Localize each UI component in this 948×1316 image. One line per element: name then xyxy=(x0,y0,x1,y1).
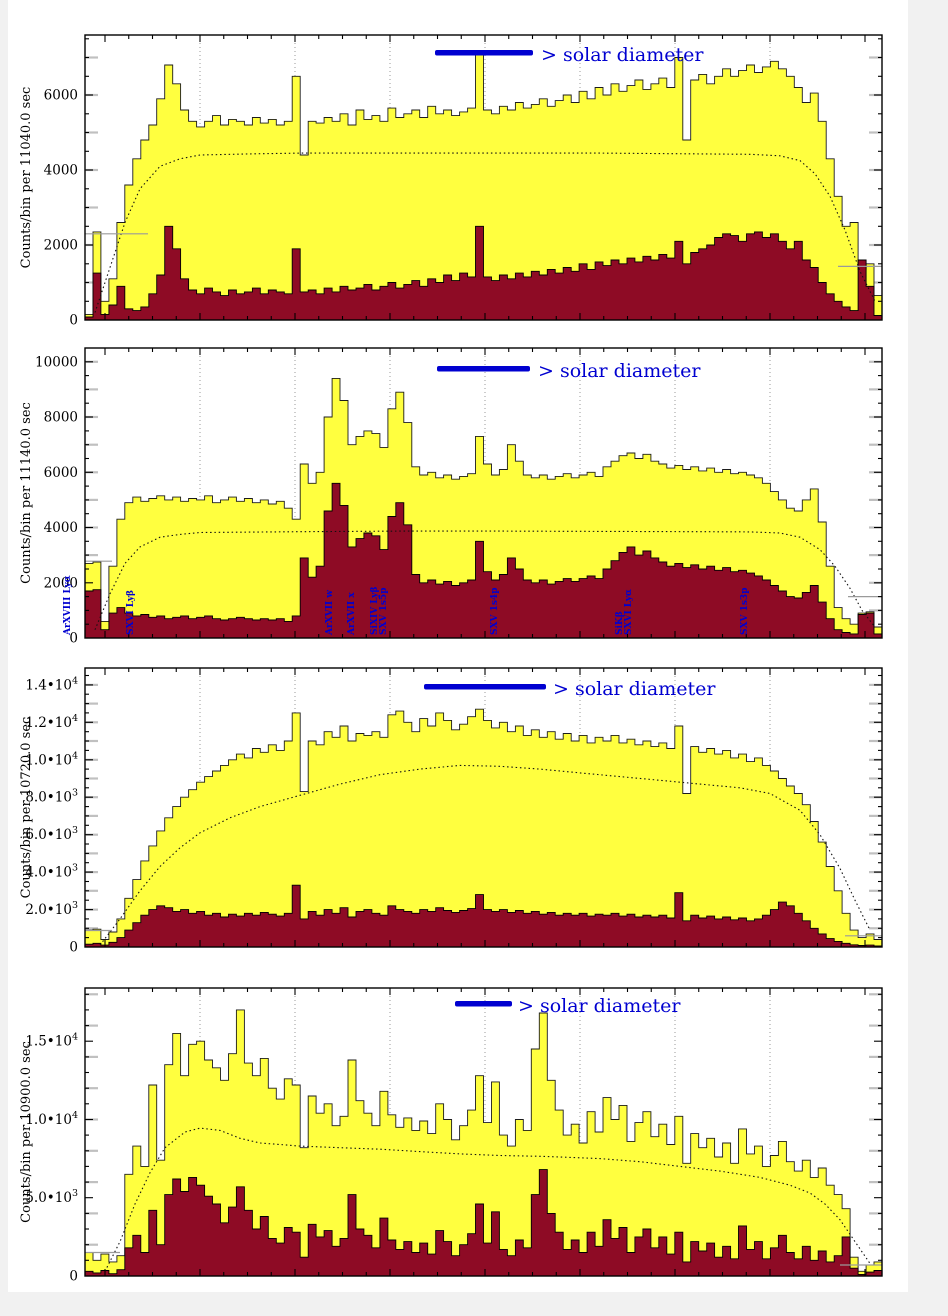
y-tick-label: 8000 xyxy=(44,410,78,426)
spectral-line-label: SXV 1s5p xyxy=(379,588,389,635)
plot-frame xyxy=(84,34,883,321)
y-tick-label: 1.2•104 xyxy=(25,713,78,731)
panel-2: 0 2000 4000 6000 8000 10000 Counts/bin per 111… xyxy=(19,347,883,647)
expected-rate-curve xyxy=(94,530,876,630)
spectral-line-label: SiKβ xyxy=(615,611,625,635)
spectral-line-label: SXVI Lyβ xyxy=(126,590,136,635)
y-tick-label: 4000 xyxy=(44,163,78,179)
y-tick-label: 0 xyxy=(69,313,78,329)
background-histogram xyxy=(84,482,883,639)
y-tick-label: 4000 xyxy=(44,520,78,536)
spectral-line-label: ArXVII x xyxy=(347,592,357,636)
y-tick-label: 0 xyxy=(69,940,78,956)
panel-3: 0 2.0•103 4.0•103 6.0•103 8.0•103 1.0•104 1.2•… xyxy=(19,667,883,956)
total-histogram xyxy=(84,1009,883,1277)
solar-diameter-label: > solar diameter xyxy=(541,44,704,66)
spectral-line-label: ArXVIII Lyα xyxy=(63,575,73,636)
solar-diameter-bar xyxy=(424,684,546,690)
solar-diameter-label: > solar diameter xyxy=(538,360,701,382)
y-tick-label: 8.0•103 xyxy=(25,788,78,806)
y-tick-label: 10000 xyxy=(35,354,78,370)
background-histogram xyxy=(84,1169,883,1277)
y-tick-label: 0 xyxy=(69,1269,78,1285)
background-histogram xyxy=(84,884,883,948)
spectral-line-label: SXVI Lyα xyxy=(624,589,634,635)
y-tick-label: 6000 xyxy=(44,465,78,481)
plot-frame xyxy=(84,667,883,948)
y-tick-label: 6.0•103 xyxy=(25,825,78,843)
solar-diameter-bar xyxy=(455,1001,512,1007)
y-tick-label: 0 xyxy=(69,631,78,647)
solar-diameter-label: > solar diameter xyxy=(518,995,681,1017)
y-axis-title: Counts/bin per 11040.0 sec xyxy=(19,87,34,269)
spectral-line-label: SXV 1s3p xyxy=(740,588,750,635)
total-histogram xyxy=(84,708,883,948)
spectral-line-label: ArXVII w xyxy=(325,590,335,636)
y-tick-label: 5.0•103 xyxy=(25,1188,78,1206)
y-axis-title: Counts/bin per 11140.0 sec xyxy=(19,402,34,584)
y-tick-label: 1.4•104 xyxy=(25,675,78,693)
y-tick-label: 2.0•103 xyxy=(25,900,78,918)
background-histogram xyxy=(84,225,883,321)
solar-diameter-label: > solar diameter xyxy=(553,678,716,700)
expected-rate-curve xyxy=(99,764,871,946)
y-tick-label: 6000 xyxy=(44,88,78,104)
y-tick-label: 1.5•104 xyxy=(25,1032,78,1050)
plot-frame xyxy=(84,987,883,1277)
y-tick-label: 1.0•104 xyxy=(25,1110,78,1128)
expected-rate-curve xyxy=(94,152,876,313)
solar-diameter-bar xyxy=(437,366,530,372)
y-tick-label: 2000 xyxy=(44,238,78,254)
y-axis-title: Counts/bin per 10720.0 sec xyxy=(19,717,34,899)
y-tick-label: 4.0•103 xyxy=(25,863,78,881)
y-axis-title: Counts/bin per 10900.0 sec xyxy=(19,1041,34,1223)
plot-frame xyxy=(84,347,883,639)
y-tick-label: 2000 xyxy=(44,575,78,591)
panel-1: 0 2000 4000 6000 Counts/bin per 11040.0 sec >… xyxy=(19,34,883,329)
solar-diameter-bar xyxy=(435,50,533,56)
y-tick-label: 1.0•104 xyxy=(25,750,78,768)
spectral-line-label: SiXIV Lyβ xyxy=(370,587,380,635)
spectral-line-label: SXV 1s4p xyxy=(490,588,500,635)
